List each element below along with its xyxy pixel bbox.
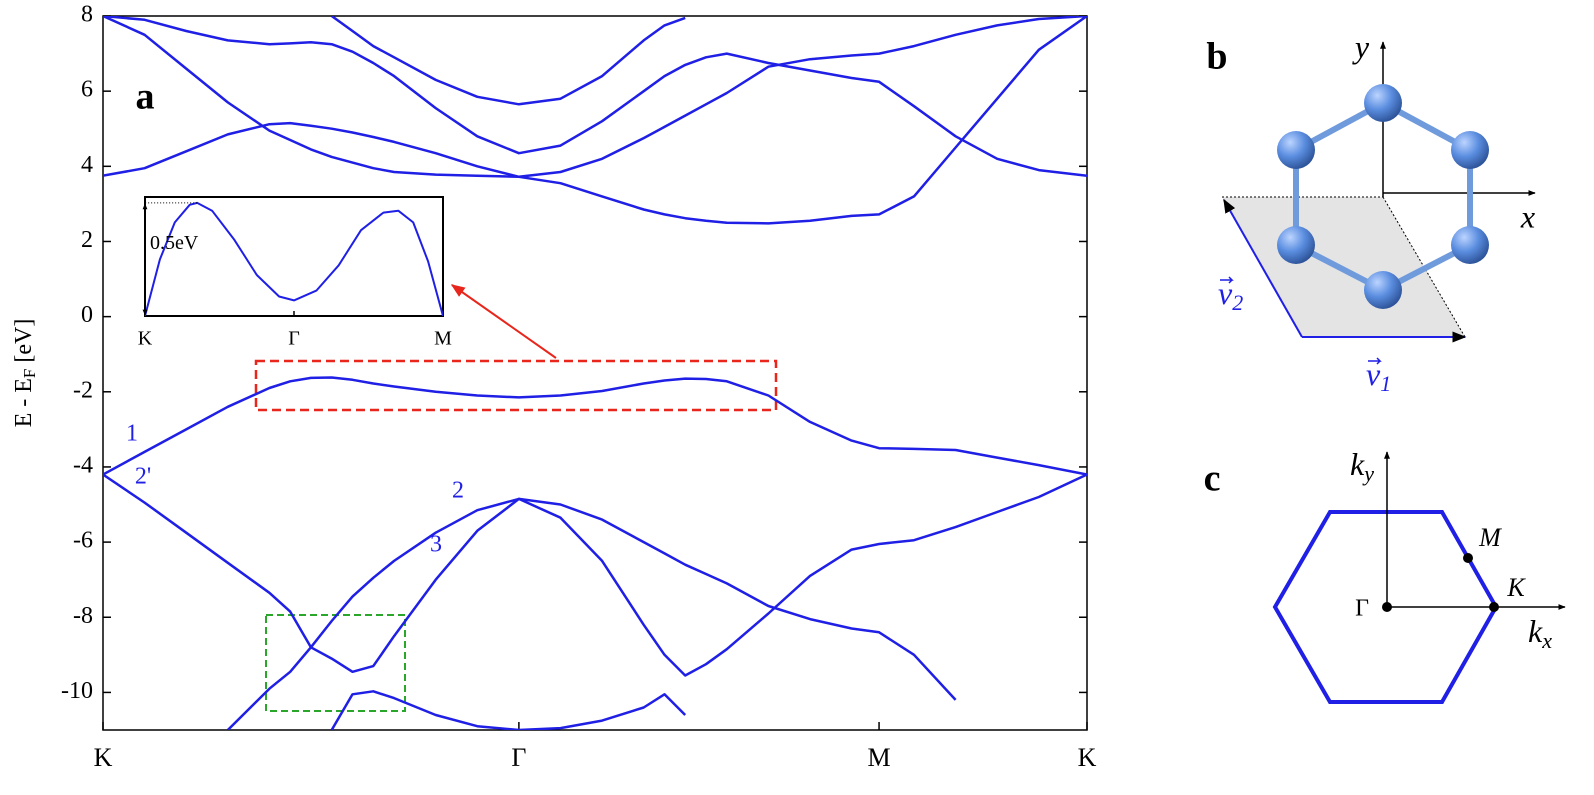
point-label: Γ (1355, 596, 1369, 622)
x-tick-label: M (867, 743, 890, 772)
highlight-box (254, 359, 778, 412)
y-tick-label: 8 (81, 2, 93, 28)
point-label: K (1506, 573, 1526, 602)
band-annotation: 1 (126, 421, 138, 447)
panel-b: b y x v2 v1 (1206, 28, 1536, 396)
band-line (330, 16, 686, 106)
band-annotation: 2' (135, 464, 151, 490)
vector-arrow (1368, 357, 1382, 365)
vector-v2 (1223, 198, 1303, 338)
zoom-arrow (450, 284, 557, 359)
bands (145, 201, 443, 316)
vector-arrow (1220, 276, 1234, 284)
panel-label: c (1204, 458, 1221, 500)
vector-symbol: v (1218, 275, 1233, 311)
y-tick-label: 2 (81, 227, 93, 253)
atoms (1277, 84, 1489, 309)
crossing-box (265, 614, 406, 712)
x-tick-label: Γ (288, 328, 300, 350)
vector-symbol: v (1366, 356, 1381, 392)
k-index: x (1541, 628, 1552, 653)
y-tick-label: -8 (73, 603, 93, 629)
y-tick-label: -6 (73, 528, 93, 554)
band-line (145, 201, 443, 316)
y-label-unit: [eV] (11, 319, 37, 363)
bands (103, 16, 1087, 730)
point-gamma (1382, 602, 1392, 612)
axis-label: y (1352, 28, 1370, 64)
band-line (330, 690, 687, 730)
band-line (226, 497, 957, 730)
vector-index: 1 (1380, 371, 1391, 396)
axis-label: ky (1350, 446, 1374, 486)
band-line (103, 16, 1087, 179)
panel-c: c Γ M K ky kx (1204, 446, 1566, 704)
band-line (103, 16, 1087, 177)
y-tick-label: 6 (81, 77, 93, 103)
x-tick-label: M (434, 328, 452, 350)
gap-annotation: 0.5eV (150, 232, 199, 254)
y-tick-label: -2 (73, 377, 93, 403)
vector-label: v1 (1366, 356, 1391, 396)
band-annotation: 2 (452, 478, 464, 504)
y-label-main: E - E (11, 378, 37, 427)
plot-frame (102, 15, 1088, 731)
y-tick-label: -10 (61, 678, 93, 704)
band-annotation: 3 (430, 532, 442, 558)
band-line (103, 16, 1087, 225)
panel-label: a (136, 76, 155, 118)
axis-label: kx (1528, 613, 1552, 653)
point-label: M (1478, 523, 1502, 552)
y-label-sub: F (20, 369, 39, 378)
band-line (103, 473, 1087, 677)
inset-background (145, 197, 443, 316)
vector-index: 2 (1232, 290, 1243, 315)
y-axis-label: E - EF [eV] (11, 319, 39, 428)
point-m (1463, 553, 1473, 563)
axis-label: x (1520, 198, 1535, 234)
y-tick-label: 4 (81, 152, 93, 178)
k-index: y (1362, 461, 1374, 486)
k-symbol: k (1350, 446, 1365, 482)
x-tick-label: Γ (511, 743, 526, 772)
vector-label: v2 (1218, 275, 1243, 315)
band-plot: a E - EF [eV] -10 -8 -6 -4 -2 0 2 4 6 8 K Γ M K 1 2' 2 3 (11, 2, 1097, 772)
brillouin-zone (1272, 510, 1499, 704)
k-symbol: k (1528, 613, 1543, 649)
y-tick-label: 0 (81, 302, 93, 328)
x-tick-label: K (94, 743, 113, 772)
panel-label: b (1206, 36, 1227, 78)
x-tick-label: K (1078, 743, 1097, 772)
band-line (103, 376, 1087, 476)
x-tick-label: K (138, 328, 153, 350)
point-k (1489, 602, 1499, 612)
y-tick-label: -4 (73, 452, 93, 478)
inset: K Γ M 0.5eV (138, 196, 452, 350)
